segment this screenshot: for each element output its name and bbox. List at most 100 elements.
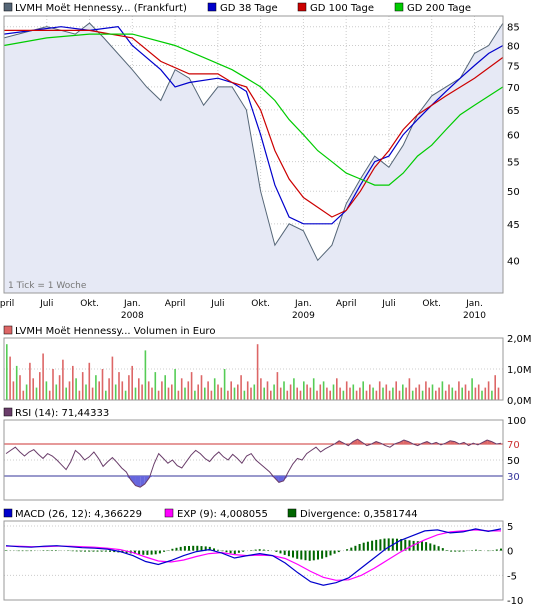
divergence-bar [237,550,240,553]
divergence-bar [217,549,220,551]
volume-bar [273,384,275,400]
divergence-bar [183,546,186,551]
volume-bar [378,381,381,400]
volume-bar [431,384,434,400]
volume-bar [161,381,163,400]
volume-bar [48,390,51,400]
divergence-bar [192,545,195,551]
divergence-bar [421,541,423,551]
volume-bar [477,384,480,400]
volume-bar [352,384,355,400]
divergence-bar [429,543,432,551]
x-tick-label: April [165,299,186,309]
divergence-bar [408,540,411,551]
volume-bar [42,353,44,400]
divergence-bar [279,550,282,554]
divergence-bar [441,548,444,551]
y-tick-label: 65 [507,106,520,117]
divergence-bar [21,550,24,552]
divergence-bar [445,550,448,551]
divergence-bar [88,550,91,552]
rsi-overbought [403,440,409,444]
volume-bar [345,381,348,400]
divergence-bar [400,539,403,551]
volume-bar [177,390,180,400]
legend-swatch-gd38 [207,2,217,12]
rsi-frame [3,419,504,501]
volume-bar [114,384,117,400]
legend-swatch-macd [3,508,13,518]
volume-bar [35,387,38,400]
divergence-bar [358,544,361,551]
divergence-bar [150,550,153,555]
volume-bar [425,381,427,400]
divergence-bar [30,550,32,552]
volume-bar [487,381,490,400]
volume-frame [3,337,504,401]
divergence-bar [79,550,82,552]
rsi-oversold [130,476,136,486]
volume-bar [134,387,137,400]
divergence-bar [475,549,477,551]
x-year-label: 2009 [292,311,315,321]
volume-bar [464,384,467,400]
divergence-bar [46,550,49,551]
x-tick-label: Jan. [294,299,312,309]
divergence-bar [450,550,453,552]
volume-bar [375,390,378,400]
volume-bar [316,390,318,400]
volume-bar [141,384,143,400]
divergence-bar [229,550,232,554]
rsi-panel: 30 50 70 100 [3,416,526,501]
volume-bar [342,390,345,400]
exp-line [6,529,501,581]
volume-bar [362,381,364,400]
divergence-bar [196,545,199,551]
y-tick-label: 5 [507,522,513,533]
x-tick-label: April [0,299,14,309]
divergence-bar [254,549,257,551]
divergence-bar [312,550,315,561]
volume-bar [458,381,460,400]
rsi-oversold [135,476,141,488]
divergence-bar [283,550,286,555]
volume-panel: 0,0M 1,0M 2,0M [3,334,532,407]
volume-bar [369,384,371,400]
divergence-bar [213,548,215,551]
y-tick-label: 0,0M [507,396,532,407]
y-tick-label: 75 [507,62,520,73]
divergence-bar [487,550,490,552]
volume-bar [194,390,196,400]
volume-bar [388,390,391,400]
divergence-bar [366,541,369,551]
volume-bar [240,375,242,400]
divergence-bar [179,546,182,551]
price-area [4,23,503,293]
divergence-bar [258,549,261,551]
divergence-bar [125,550,128,554]
volume-bar [187,381,190,400]
divergence-bar [437,546,440,551]
rsi-overbought [487,440,492,444]
volume-bar [233,387,236,400]
volume-bar [58,375,61,400]
x-tick-label: Okt. [422,299,441,309]
volume-bar [15,365,18,400]
divergence-bar [250,550,253,551]
divergence-bar [325,550,328,558]
divergence-bar [200,546,203,551]
volume-bar [276,372,279,400]
divergence-bar [354,545,357,551]
volume-bar [157,390,160,400]
price-legend: LVMH Moët Hennessy... (Frankfurt) GD 38 … [3,2,471,14]
legend-swatch-exp [164,508,174,518]
y-tick-label: 80 [507,42,520,53]
volume-bar [131,365,133,400]
volume-bar [286,390,289,400]
divergence-bar [479,550,482,551]
divergence-bar [163,550,166,552]
legend-gd38: GD 38 Tage [220,3,278,14]
volume-bar [312,378,315,400]
volume-bar [322,381,325,400]
volume-bar [52,369,54,400]
